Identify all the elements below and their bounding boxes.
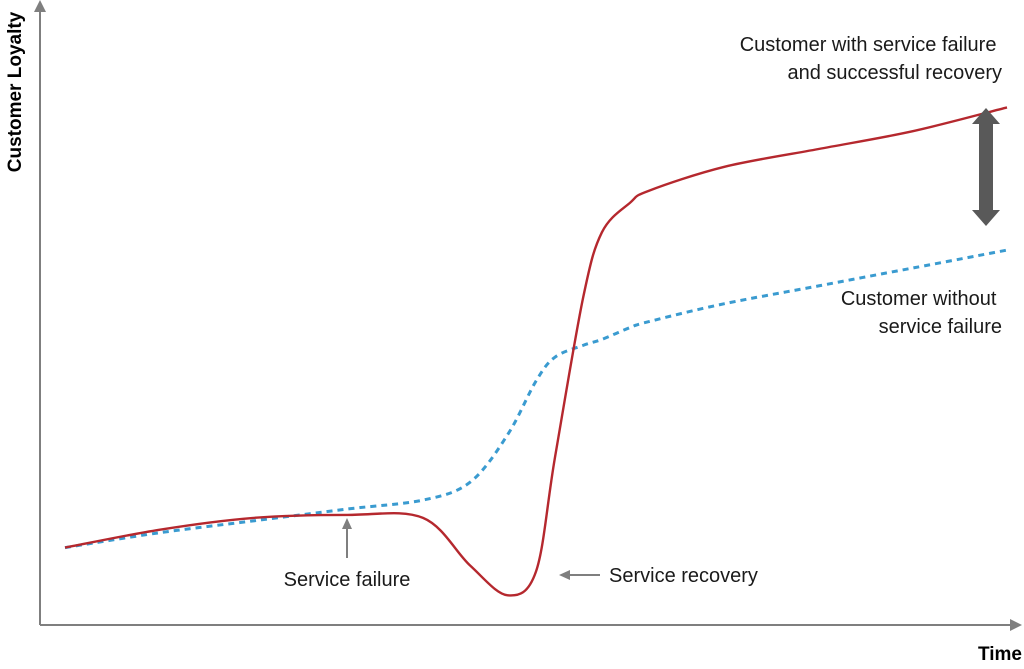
gap-double-arrow bbox=[972, 108, 1000, 226]
y-axis-title: Customer Loyalty bbox=[5, 11, 26, 172]
failure-pointer bbox=[342, 518, 352, 558]
series-line-recovery bbox=[64, 106, 1008, 597]
annotation-service-recovery: Service recovery bbox=[609, 565, 758, 587]
series-line-no-failure bbox=[64, 248, 1008, 550]
gap-arrow-head-down bbox=[972, 210, 1000, 226]
recovery-pointer bbox=[559, 570, 600, 580]
annotation-mid-label: Customer without service failure bbox=[841, 288, 1002, 338]
annotation-top-label: Customer with service failure and succes… bbox=[740, 34, 1002, 84]
gap-arrow-shaft bbox=[979, 123, 993, 215]
series-layer bbox=[64, 106, 1008, 597]
annotation-service-failure: Service failure bbox=[284, 569, 411, 591]
gap-arrow-head-up bbox=[972, 108, 1000, 124]
x-axis-title: Time bbox=[978, 644, 1022, 665]
